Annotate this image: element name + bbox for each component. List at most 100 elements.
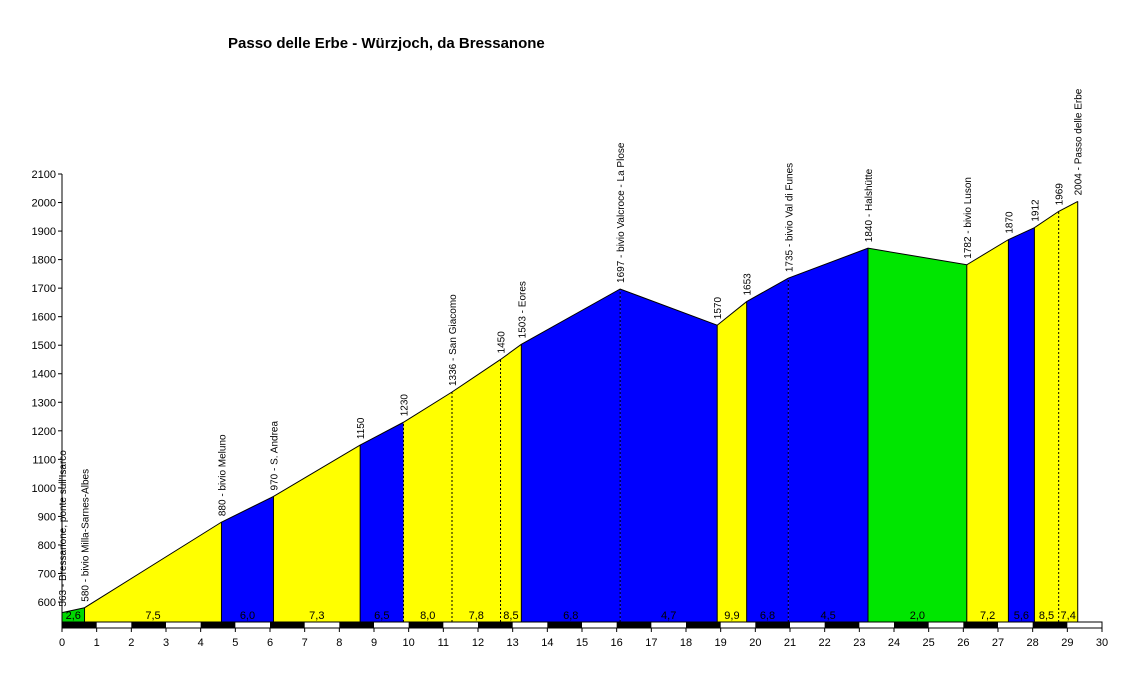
segment-fill-14 (966, 239, 1009, 623)
x-tick-label-27: 27 (992, 637, 1004, 649)
x-tick-label-12: 12 (472, 637, 484, 649)
x-tick-label-20: 20 (749, 637, 761, 649)
x-tick-label-8: 8 (336, 637, 342, 649)
waypoint-label-1: 580 - bivio Milla-Sarnes-Albes (81, 469, 92, 602)
gradient-label-13: 2,0 (910, 610, 925, 622)
gradient-label-4: 6,5 (374, 610, 389, 622)
profile-outline (61, 200, 1078, 614)
x-tick-label-22: 22 (819, 637, 831, 649)
x-axis-bar-block-0 (62, 622, 97, 628)
axes: 6007008009001000110012001300140015001600… (32, 169, 1109, 649)
waypoint-label-7: 1450 (497, 331, 508, 354)
x-tick-label-24: 24 (888, 637, 900, 649)
y-tick-label-14: 2000 (32, 198, 56, 210)
x-axis-bar-block-4 (200, 622, 236, 628)
x-tick-label-14: 14 (541, 637, 553, 649)
x-tick-label-3: 3 (163, 637, 169, 649)
x-tick-label-21: 21 (784, 637, 796, 649)
waypoint-label-11: 1653 (743, 273, 754, 296)
segment-fill-5 (403, 392, 452, 622)
gradient-label-14: 7,2 (980, 610, 995, 622)
segment-fill-15 (1008, 227, 1035, 622)
y-tick-label-12: 1800 (32, 255, 56, 267)
x-axis-bar-block-20 (755, 622, 790, 628)
waypoint-label-6: 1336 - San Giacomo (448, 294, 459, 386)
segment-fill-13 (868, 248, 967, 622)
y-tick-label-10: 1600 (32, 312, 56, 324)
x-axis-bar-block-12 (478, 622, 513, 628)
waypoint-label-13: 1840 - Halshütte (864, 168, 875, 242)
x-axis-bar-block-22 (824, 622, 860, 628)
waypoint-label-16: 1912 (1030, 199, 1041, 222)
x-axis-bar-block-24 (894, 622, 929, 628)
segment-fill-3 (273, 445, 361, 622)
segment-fill-1 (84, 522, 222, 622)
y-tick-label-15: 2100 (32, 169, 56, 181)
segment-fill-17 (1058, 201, 1078, 623)
segment-fill-16 (1034, 211, 1059, 622)
y-tick-label-7: 1300 (32, 397, 56, 409)
waypoint-label-9: 1697 - bivio Valcroce - La Plose (616, 142, 627, 283)
x-tick-label-18: 18 (680, 637, 692, 649)
y-tick-label-1: 700 (38, 568, 56, 580)
waypoint-label-15: 1870 (1004, 211, 1015, 234)
gradient-label-1: 7,5 (145, 610, 160, 622)
gradient-label-6: 7,8 (469, 610, 484, 622)
waypoint-label-5: 1230 (399, 394, 410, 417)
y-tick-label-6: 1200 (32, 426, 56, 438)
x-tick-label-0: 0 (59, 637, 65, 649)
x-tick-label-19: 19 (715, 637, 727, 649)
x-axis-bar-block-2 (131, 622, 166, 628)
segment-fill-11 (746, 278, 789, 622)
waypoint-label-3: 970 - S. Andrea (269, 421, 280, 491)
segment-fill-2 (221, 496, 274, 622)
segment-fill-6 (452, 359, 501, 622)
x-tick-label-17: 17 (645, 637, 657, 649)
gradient-label-12: 4,5 (820, 610, 835, 622)
waypoint-label-17: 1969 (1055, 183, 1066, 206)
x-tick-label-16: 16 (611, 637, 623, 649)
x-axis-bar-block-6 (270, 622, 305, 628)
gradient-labels: 2,6 7,5 6,0 7,3 6,5 8,0 7,8 8,5 6,8 4,7 9,9 6,8 4,5 2… (66, 610, 1076, 622)
gradient-label-8: 6,8 (563, 610, 578, 622)
gradient-label-3: 7,3 (309, 610, 324, 622)
y-tick-label-2: 800 (38, 540, 56, 552)
gradient-label-16: 8,5 (1039, 610, 1054, 622)
x-tick-label-26: 26 (957, 637, 969, 649)
gradient-label-7: 8,5 (503, 610, 518, 622)
segment-fill-9 (620, 288, 718, 622)
x-tick-label-6: 6 (267, 637, 273, 649)
waypoint-labels: 563 - Bressanone, ponte sull'Isarco 580 -… (58, 88, 1085, 606)
gradient-label-15: 5,6 (1014, 610, 1029, 622)
x-axis-bar-block-14 (547, 622, 582, 628)
gradient-label-9: 4,7 (661, 610, 676, 622)
gradient-label-11: 6,8 (760, 610, 775, 622)
x-tick-label-25: 25 (923, 637, 935, 649)
waypoint-label-8: 1503 - Eores (517, 281, 528, 338)
x-tick-label-23: 23 (853, 637, 865, 649)
x-axis-bar-block-28 (1032, 622, 1068, 628)
gradient-label-2: 6,0 (240, 610, 255, 622)
x-tick-label-7: 7 (302, 637, 308, 649)
waypoint-label-10: 1570 (713, 297, 724, 320)
waypoint-label-12: 1735 - bivio Val di Funes (784, 163, 795, 272)
y-tick-label-3: 900 (38, 511, 56, 523)
x-axis-bar-block-18 (686, 622, 721, 628)
x-tick-label-28: 28 (1027, 637, 1039, 649)
x-tick-label-5: 5 (232, 637, 238, 649)
y-tick-label-13: 1900 (32, 226, 56, 238)
gradient-label-0: 2,6 (66, 610, 81, 622)
segment-fill-12 (788, 248, 868, 622)
x-tick-label-4: 4 (198, 637, 204, 649)
segment-fill-0 (62, 607, 85, 622)
waypoint-label-4: 1150 (356, 417, 367, 439)
y-tick-label-9: 1500 (32, 340, 56, 352)
x-axis-bar-block-26 (963, 622, 998, 628)
x-tick-label-13: 13 (507, 637, 519, 649)
x-tick-label-15: 15 (576, 637, 588, 649)
gradient-label-10: 9,9 (724, 610, 739, 622)
y-tick-label-0: 600 (38, 597, 56, 609)
x-tick-label-1: 1 (94, 637, 100, 649)
waypoint-label-14: 1782 - bivio Luson (963, 177, 974, 259)
x-tick-label-2: 2 (128, 637, 134, 649)
